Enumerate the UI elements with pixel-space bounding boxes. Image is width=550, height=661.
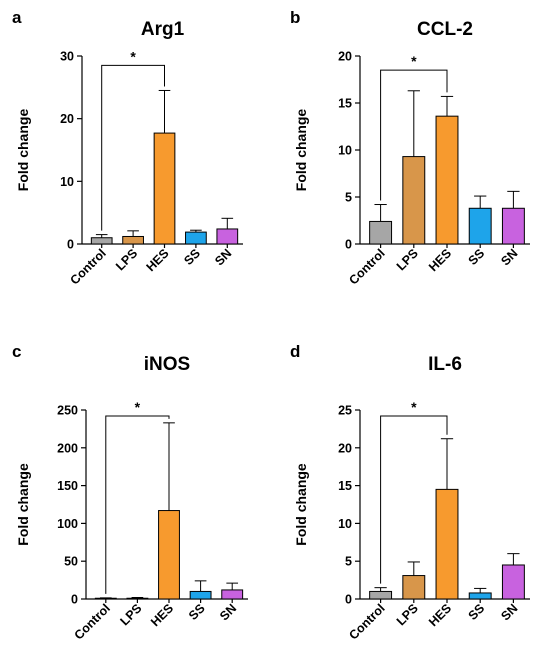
- chart-title: Arg1: [141, 19, 185, 40]
- bar-sn: [501, 564, 525, 600]
- y-tick-label: 0: [71, 593, 78, 607]
- y-tick-label: 20: [338, 441, 352, 455]
- panel-inos: c iNOS Fold change 0 50 100 150 200 250 Control LP…: [12, 342, 248, 643]
- y-axis-label: Fold change: [293, 109, 309, 192]
- bar-ss: [189, 590, 212, 600]
- x-tick-label-sn: SN: [498, 601, 520, 623]
- bar-sn: [216, 228, 239, 245]
- x-tick-label-sn: SN: [212, 246, 234, 268]
- y-tick-label: 15: [338, 97, 352, 111]
- x-tick-label-hes: HES: [144, 246, 172, 274]
- y-tick-label: 50: [64, 555, 78, 569]
- y-tick-label: 20: [60, 112, 74, 126]
- x-tick-label-ss: SS: [186, 601, 208, 623]
- y-axis-label: Fold change: [15, 109, 31, 192]
- chart-title: CCL-2: [417, 19, 473, 40]
- x-tick-label-ss: SS: [181, 246, 203, 268]
- bar-hes: [158, 510, 180, 600]
- significance-star: *: [411, 53, 417, 69]
- bar-lps: [402, 156, 426, 245]
- y-tick-label: 10: [338, 517, 352, 531]
- chart-title: iNOS: [144, 354, 190, 375]
- x-tick-label-control: Control: [346, 601, 387, 642]
- y-tick-label: 0: [345, 593, 352, 607]
- significance-star: *: [411, 399, 417, 415]
- bar-hes: [435, 488, 459, 600]
- chart-title: IL-6: [428, 354, 462, 375]
- bar-ss: [468, 592, 492, 600]
- x-tick-label-hes: HES: [426, 601, 454, 629]
- bar-sn: [501, 207, 525, 245]
- significance-bracket: [105, 415, 170, 594]
- x-tick-label-control: Control: [72, 601, 113, 642]
- significance-bracket: [380, 69, 448, 201]
- y-tick-label: 100: [57, 517, 78, 531]
- x-tick-label-lps: LPS: [394, 601, 421, 628]
- bar-control: [90, 237, 113, 245]
- y-axis-label: Fold change: [293, 463, 309, 546]
- significance-star: *: [135, 399, 141, 415]
- significance-bracket: [101, 64, 165, 231]
- bar-hes: [435, 115, 459, 245]
- y-tick-label: 20: [338, 50, 352, 64]
- x-tick-label-lps: LPS: [113, 246, 140, 273]
- bar-control: [369, 220, 393, 245]
- y-tick-label: 250: [57, 404, 78, 418]
- bar-lps: [122, 235, 144, 245]
- bar-lps: [402, 575, 426, 600]
- panel-letter: b: [290, 8, 300, 27]
- x-tick-label-sn: SN: [498, 246, 520, 268]
- x-tick-label-lps: LPS: [117, 601, 144, 628]
- x-tick-label-control: Control: [67, 246, 108, 287]
- y-tick-label: 0: [345, 238, 352, 252]
- bar-sn: [221, 589, 244, 600]
- panel-il6: d IL-6 Fold change 0 5 10 15 20 25 Control LPS HES S…: [290, 342, 530, 643]
- bar-lps: [126, 597, 149, 600]
- y-tick-label: 30: [60, 50, 74, 64]
- bar-hes: [153, 132, 176, 245]
- x-tick-label-sn: SN: [217, 601, 239, 623]
- x-tick-label-ss: SS: [466, 246, 488, 268]
- y-axis-label: Fold change: [15, 463, 31, 546]
- significance-bracket: [380, 415, 448, 584]
- y-tick-label: 150: [57, 479, 78, 493]
- y-tick-label: 10: [60, 175, 74, 189]
- x-tick-label-control: Control: [346, 246, 387, 287]
- panel-letter: c: [12, 342, 21, 361]
- x-tick-label-ss: SS: [466, 601, 488, 623]
- y-tick-label: 25: [338, 404, 352, 418]
- bar-ss: [185, 231, 207, 245]
- x-tick-label-lps: LPS: [394, 246, 421, 273]
- bar-ss: [468, 207, 492, 245]
- x-tick-label-hes: HES: [426, 246, 454, 274]
- y-tick-label: 200: [57, 441, 78, 455]
- y-tick-label: 5: [345, 191, 352, 205]
- y-tick-label: 15: [338, 479, 352, 493]
- y-tick-label: 5: [345, 555, 352, 569]
- panel-arg1: a Arg1 Fold change 0 10 20 30 Control LPS HES SS SN…: [12, 8, 243, 288]
- y-tick-label: 0: [67, 238, 74, 252]
- bar-control: [369, 590, 393, 600]
- significance-star: *: [130, 48, 136, 64]
- panel-letter: a: [12, 8, 22, 27]
- x-tick-label-hes: HES: [148, 601, 176, 629]
- panel-letter: d: [290, 342, 300, 361]
- panel-ccl2: b CCL-2 Fold change 0 5 10 15 20 Control LPS HES SS…: [290, 8, 530, 288]
- y-tick-label: 10: [338, 144, 352, 158]
